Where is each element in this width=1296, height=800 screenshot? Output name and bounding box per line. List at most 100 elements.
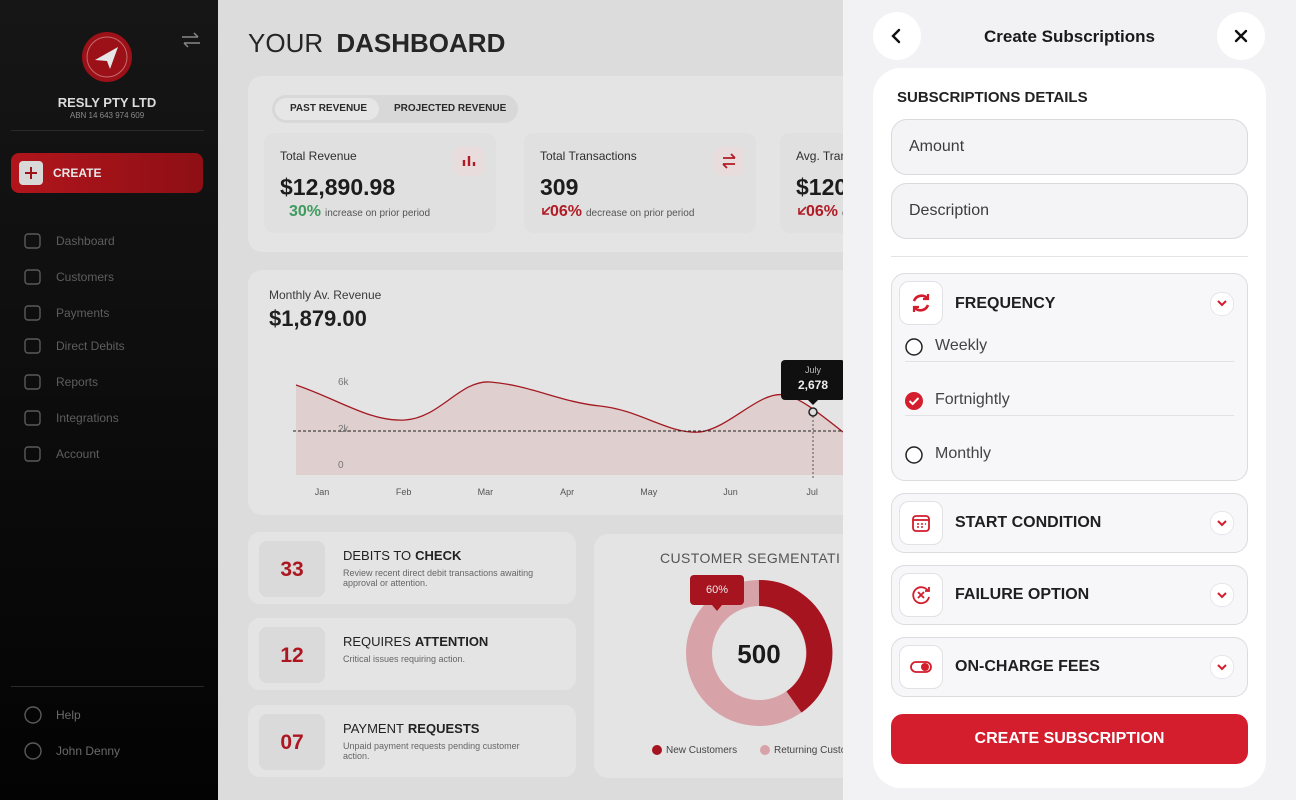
radio-option[interactable]: Fortnightly <box>892 388 1247 414</box>
radio-option[interactable]: Weekly <box>892 334 1247 360</box>
tooltip-tip <box>808 400 818 405</box>
icon <box>24 706 42 724</box>
task-title: REQUIRES ATTENTION <box>343 634 488 649</box>
count-box: 07 <box>259 714 325 770</box>
expand-toggle[interactable] <box>1210 655 1234 679</box>
cursor-point <box>808 407 818 417</box>
legend-dot <box>760 745 770 755</box>
nav-label: Reports <box>56 375 99 389</box>
back-button[interactable] <box>873 12 921 60</box>
section-label: FREQUENCY <box>955 295 1056 312</box>
task-note: Review recent direct debit transactions … <box>343 568 534 588</box>
page-title: YOUR DASHBOARD <box>248 28 505 59</box>
expand-toggle[interactable] <box>1210 583 1234 607</box>
x-axis-label: Mar <box>477 487 494 497</box>
task-title-text: PAYMENT <box>343 721 404 736</box>
collapse-toggle[interactable] <box>1210 292 1234 316</box>
divider <box>11 686 204 687</box>
task-title-emphasis: CHECK <box>415 548 462 563</box>
logo <box>82 32 132 82</box>
task-title-text: REQUIRES <box>343 634 411 649</box>
nav-item[interactable]: Account <box>0 445 218 465</box>
title-bold: DASHBOARD <box>336 28 506 58</box>
badge-tip <box>712 605 722 611</box>
radio-option[interactable]: Monthly <box>892 442 1247 468</box>
nav-item[interactable]: Integrations <box>0 409 218 429</box>
chart-line <box>295 381 843 433</box>
footer-item[interactable]: Help <box>0 706 218 726</box>
tab-active <box>275 98 379 120</box>
nav-item[interactable]: Direct Debits <box>0 337 218 357</box>
tab[interactable]: PROJECTED REVENUE <box>394 103 507 114</box>
chart-value: $1,879.00 <box>269 306 367 331</box>
stat-label: Total Transactions <box>540 149 637 163</box>
icon <box>798 206 807 215</box>
y-axis-label: 2k <box>338 424 349 435</box>
icon <box>905 392 923 410</box>
accordion-section[interactable]: FAILURE OPTION <box>891 565 1248 625</box>
option-label: Fortnightly <box>935 391 1010 408</box>
icon <box>1217 664 1227 671</box>
x-axis-label: Jan <box>314 487 330 497</box>
count-box: 12 <box>259 627 325 683</box>
amount-input[interactable]: Amount <box>891 119 1248 175</box>
placeholder: Description <box>909 202 990 219</box>
tooltip <box>781 360 843 400</box>
x-axis-label: Jun <box>723 487 738 497</box>
close-button[interactable] <box>1217 12 1265 60</box>
icon <box>912 515 930 532</box>
back-icon <box>891 28 901 44</box>
swap-icon[interactable] <box>180 32 202 48</box>
icon <box>24 374 41 390</box>
divider <box>891 256 1248 257</box>
create-button[interactable]: CREATE <box>11 153 203 193</box>
tab[interactable]: PAST REVENUE <box>290 103 368 114</box>
task-count: 07 <box>280 731 304 754</box>
stat-card: Total Transactions 309 06% decrease on prio… <box>524 133 756 233</box>
nav-item[interactable]: Reports <box>0 373 218 393</box>
placeholder: Amount <box>909 138 965 155</box>
expand-toggle[interactable] <box>1210 511 1234 535</box>
nav-label: Customers <box>56 270 115 284</box>
badge <box>690 575 744 605</box>
nav-label: Direct Debits <box>56 339 125 353</box>
dashboard: YOUR DASHBOARD PAST REVENUE PROJECTED RE… <box>218 0 843 800</box>
option-label: Weekly <box>935 337 988 354</box>
stat-change: 06% <box>806 203 839 220</box>
divider <box>11 130 204 131</box>
icon-box <box>899 501 943 545</box>
icon <box>910 661 932 673</box>
create-subscription-button[interactable]: CREATE SUBSCRIPTION <box>891 714 1248 764</box>
icon <box>1217 592 1227 599</box>
task-card[interactable]: 33 DEBITS TO CHECK Review recent direct deb… <box>248 532 576 604</box>
section-title: SUBSCRIPTIONS DETAILS <box>897 89 1088 106</box>
divider <box>905 361 1234 362</box>
stat-value: $120 <box>796 174 843 200</box>
create-subscription-panel: Create Subscriptions SUBSCRIPTIONS DETAI… <box>843 0 1296 800</box>
accordion-section[interactable]: START CONDITION <box>891 493 1248 553</box>
panel-title: Create Subscriptions <box>984 27 1155 46</box>
icon <box>542 206 551 215</box>
icon <box>24 410 41 426</box>
footer-item[interactable]: John Denny <box>0 742 218 762</box>
nav-item[interactable]: Customers <box>0 268 218 288</box>
icon-box <box>899 645 943 689</box>
task-card[interactable]: 07 PAYMENT REQUESTS Unpaid payment requests… <box>248 705 576 777</box>
icon <box>24 305 41 321</box>
close-icon <box>1234 29 1248 43</box>
divider <box>905 415 1234 416</box>
section-label: FAILURE OPTION <box>955 586 1090 603</box>
section-label: START CONDITION <box>955 514 1102 531</box>
legend-dot <box>652 745 662 755</box>
task-card[interactable]: 12 REQUIRES ATTENTION Critical issues requi… <box>248 618 576 690</box>
stat-note: increase on prior period <box>325 208 431 219</box>
accordion-section[interactable]: ON-CHARGE FEES <box>891 637 1248 697</box>
y-axis-label: 6k <box>338 377 349 388</box>
frequency-icon <box>912 294 930 312</box>
nav-item[interactable]: Payments <box>0 304 218 324</box>
description-input[interactable]: Description <box>891 183 1248 239</box>
nav-item[interactable]: Dashboard <box>0 232 218 252</box>
stat-label: Avg. Tran <box>796 149 843 163</box>
icon <box>1217 520 1227 527</box>
icon <box>462 156 476 166</box>
